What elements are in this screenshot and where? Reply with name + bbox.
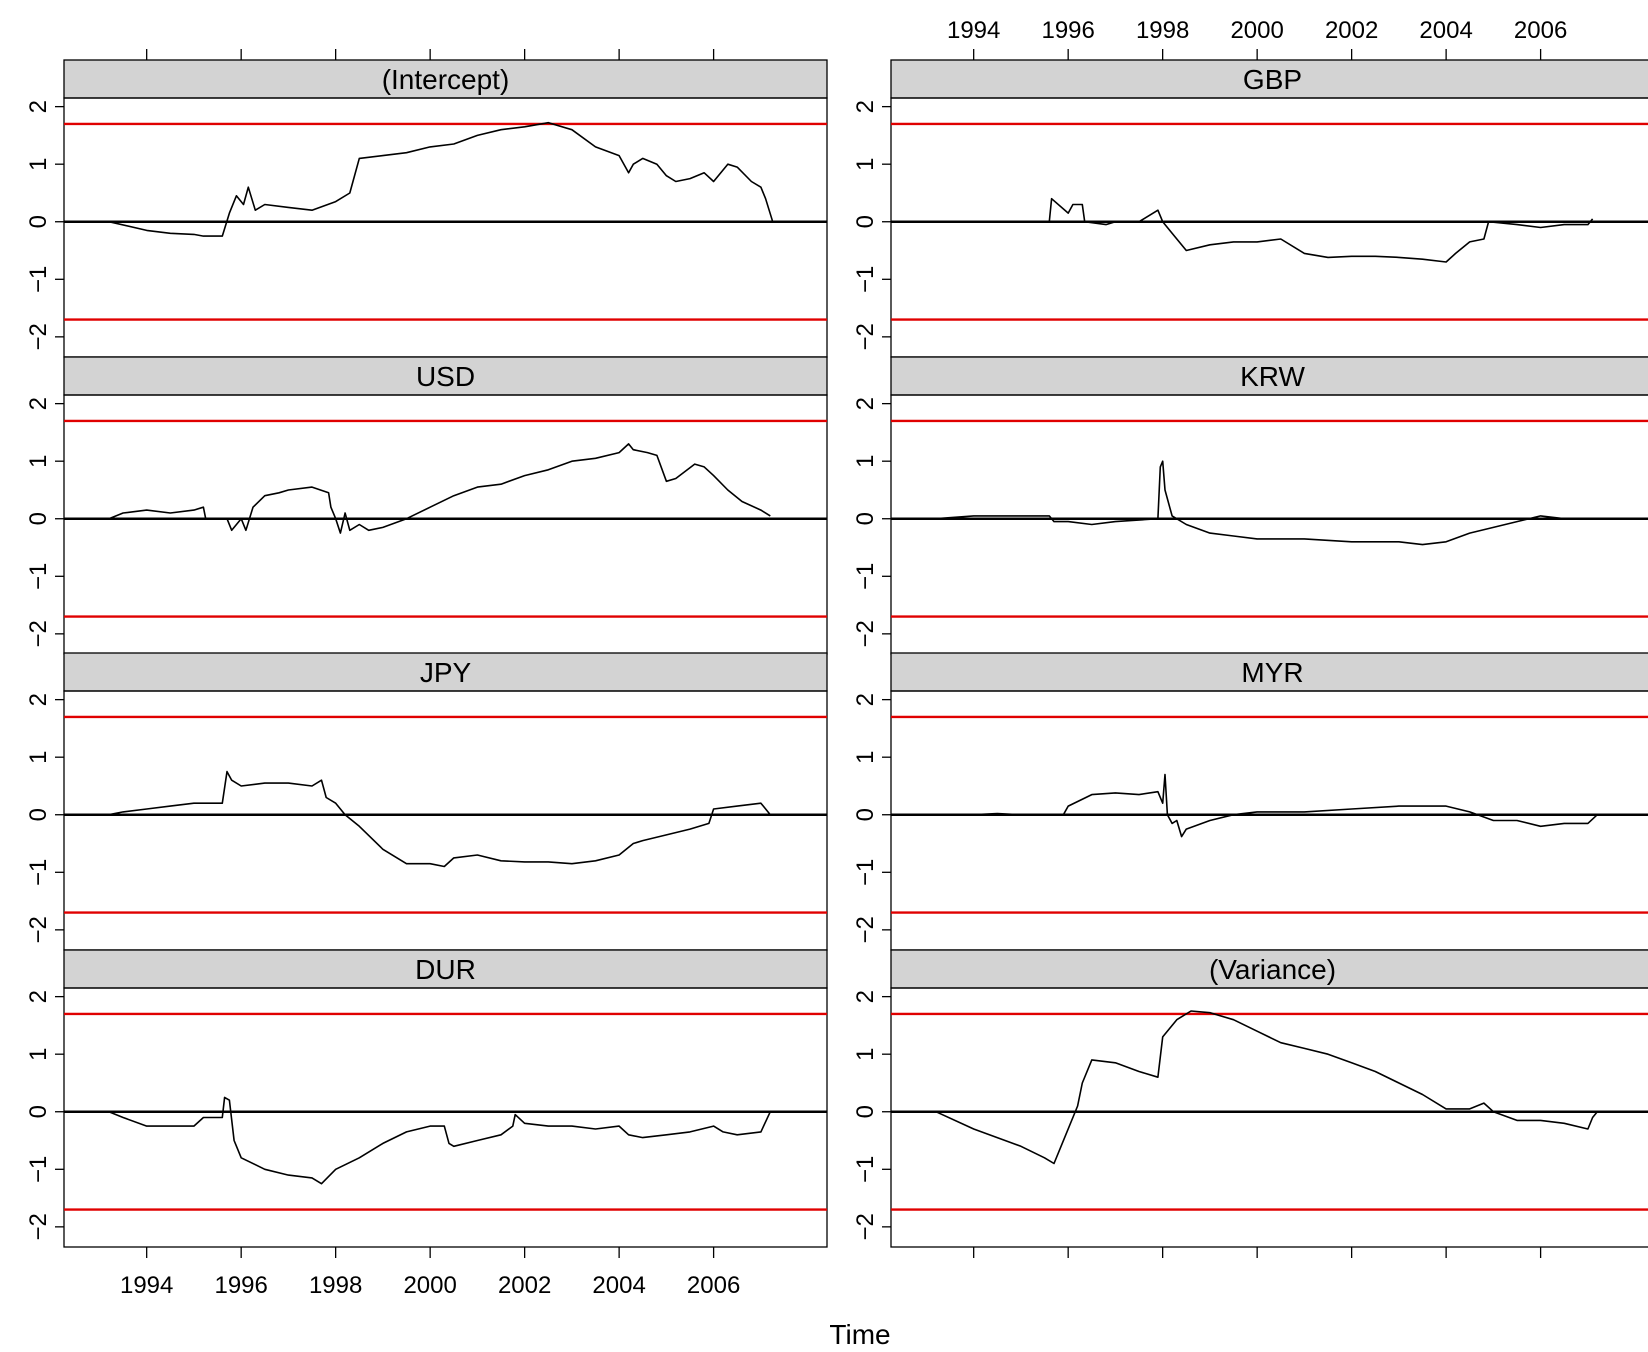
series-line-dur xyxy=(108,1096,772,1185)
series-line-variance xyxy=(935,1010,1598,1165)
x-tick-label-bottom: 2002 xyxy=(498,1272,551,1299)
x-tick-label-top: 1998 xyxy=(1136,17,1189,44)
strip-background xyxy=(63,652,828,692)
series-line-myr xyxy=(935,773,1598,838)
y-tick-label: 0 xyxy=(25,808,52,821)
y-tick-label: −2 xyxy=(852,1213,879,1240)
x-tick-label-top: 2002 xyxy=(1325,17,1378,44)
panel-dur: DUR xyxy=(63,949,828,1248)
strip-label: KRW xyxy=(1240,361,1305,392)
strip-label: USD xyxy=(416,361,475,392)
y-tick-label: 1 xyxy=(852,158,879,171)
strip-background xyxy=(63,356,828,396)
y-tick-label: −1 xyxy=(25,1156,52,1183)
strip-background xyxy=(890,652,1648,692)
strip-label: DUR xyxy=(415,954,476,985)
x-tick-label-top: 1996 xyxy=(1041,17,1094,44)
plot-box xyxy=(63,987,828,1248)
series-line-usd xyxy=(108,443,771,534)
y-tick-label: 1 xyxy=(25,751,52,764)
panel-variance: (Variance) xyxy=(890,949,1648,1248)
y-tick-label: 0 xyxy=(25,1105,52,1118)
strip-label: (Variance) xyxy=(1209,954,1336,985)
y-tick-label: −1 xyxy=(25,266,52,293)
x-tick-label-bottom: 2006 xyxy=(687,1272,740,1299)
y-tick-label: 0 xyxy=(25,215,52,228)
plot-box xyxy=(63,97,828,358)
x-tick-label-bottom: 2004 xyxy=(592,1272,645,1299)
y-tick-label: 2 xyxy=(25,990,52,1003)
panel-myr: MYR xyxy=(890,652,1648,951)
y-tick-label: −1 xyxy=(852,266,879,293)
y-tick-label: 0 xyxy=(852,512,879,525)
panel-group: (Intercept) GBP USD KRW JPY MYR DUR (Variance) xyxy=(63,59,1648,1248)
y-tick-label: 1 xyxy=(25,455,52,468)
y-tick-label: 0 xyxy=(852,215,879,228)
y-tick-label: 0 xyxy=(25,512,52,525)
y-tick-label: −1 xyxy=(25,859,52,886)
series-line-gbp xyxy=(935,197,1594,263)
x-tick-label-top: 2000 xyxy=(1230,17,1283,44)
panel-jpy: JPY xyxy=(63,652,828,951)
panel-gbp: GBP xyxy=(890,59,1648,358)
x-tick-label-bottom: 1998 xyxy=(309,1272,362,1299)
y-tick-label: 1 xyxy=(852,751,879,764)
series-line-jpy xyxy=(108,770,771,868)
strip-background xyxy=(63,949,828,989)
y-tick-label: −1 xyxy=(852,563,879,590)
series-line-krw xyxy=(935,460,1598,546)
y-tick-label: 2 xyxy=(25,693,52,706)
y-tick-label: 2 xyxy=(852,693,879,706)
x-tick-label-bottom: 2000 xyxy=(403,1272,456,1299)
x-tick-label-top: 2006 xyxy=(1514,17,1567,44)
plot-box xyxy=(890,987,1648,1248)
x-axis-title: Time xyxy=(829,1319,890,1350)
panel-krw: KRW xyxy=(890,356,1648,655)
x-tick-label-bottom: 1994 xyxy=(120,1272,173,1299)
y-tick-label: 2 xyxy=(25,397,52,410)
plot-box xyxy=(890,690,1648,951)
panel-usd: USD xyxy=(63,356,828,655)
y-tick-label: 1 xyxy=(852,455,879,468)
y-tick-label: 0 xyxy=(852,808,879,821)
y-tick-label: −1 xyxy=(25,563,52,590)
y-tick-label: 0 xyxy=(852,1105,879,1118)
y-tick-label: 1 xyxy=(25,1048,52,1061)
strip-label: (Intercept) xyxy=(382,64,510,95)
y-tick-label: −2 xyxy=(25,916,52,943)
y-tick-label: −2 xyxy=(852,620,879,647)
y-tick-label: −1 xyxy=(852,1156,879,1183)
y-tick-label: −1 xyxy=(852,859,879,886)
strip-label: MYR xyxy=(1241,657,1303,688)
plot-box xyxy=(63,394,828,655)
y-tick-label: −2 xyxy=(852,916,879,943)
strip-background xyxy=(890,356,1648,396)
strip-label: JPY xyxy=(420,657,472,688)
strip-background xyxy=(63,59,828,99)
y-tick-label: 2 xyxy=(25,100,52,113)
axis-group: −2 −1 0 1 2 −2 −1 0 1 2 −2 −1 0 1 2 −2 −1 0 1 2 −2 −1 0 1 2 −2 −1 0… xyxy=(25,17,1567,1299)
y-tick-label: −2 xyxy=(25,323,52,350)
y-tick-label: 2 xyxy=(852,100,879,113)
y-tick-label: 1 xyxy=(852,1048,879,1061)
y-tick-label: 1 xyxy=(25,158,52,171)
y-tick-label: −2 xyxy=(852,323,879,350)
y-tick-label: −2 xyxy=(25,620,52,647)
y-tick-label: −2 xyxy=(25,1213,52,1240)
strip-label: GBP xyxy=(1243,64,1302,95)
panel-intercept: (Intercept) xyxy=(63,59,828,358)
x-tick-label-top: 2004 xyxy=(1419,17,1472,44)
series-line-intercept xyxy=(108,121,774,237)
plot-box xyxy=(890,394,1648,655)
x-tick-label-bottom: 1996 xyxy=(214,1272,267,1299)
plot-box xyxy=(63,690,828,951)
y-tick-label: 2 xyxy=(852,397,879,410)
y-tick-label: 2 xyxy=(852,990,879,1003)
x-tick-label-top: 1994 xyxy=(947,17,1000,44)
